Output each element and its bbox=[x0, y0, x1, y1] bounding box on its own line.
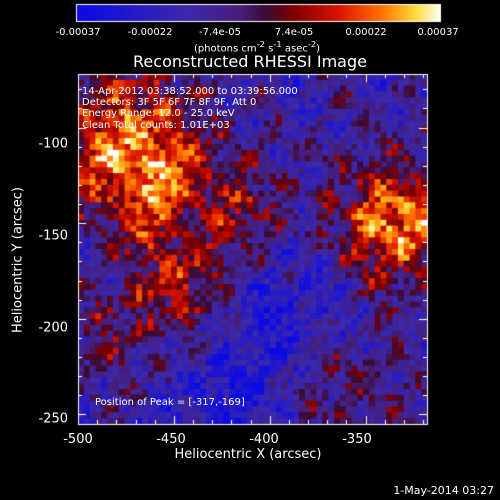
total-counts-label: Clean Total counts: 1.01E+03 bbox=[82, 120, 230, 131]
colorbar-tick-6: 0.00037 bbox=[417, 27, 459, 38]
colorbar-tick-1: -0.00037 bbox=[55, 27, 101, 38]
colorbar-tick-2: -0.00022 bbox=[127, 27, 173, 38]
colorbar-tick-5: 0.00022 bbox=[345, 27, 387, 38]
date-stamp: 1-May-2014 03:27 bbox=[393, 484, 494, 497]
colorbar-units: (photons cm-2 s-1 asec-2) bbox=[193, 39, 321, 55]
x-axis-label: Heliocentric X (arcsec) bbox=[174, 447, 322, 462]
detectors-label: Detectors: 3F 5F 6F 7F 8F 9F, Att 0 bbox=[82, 97, 257, 108]
y-tick-label: -100 bbox=[38, 136, 68, 152]
time-range-label: 14-Apr-2012 03:38:52.000 to 03:39:56.000 bbox=[82, 86, 298, 97]
x-tick-label: -450 bbox=[156, 432, 186, 447]
y-tick-label: -150 bbox=[38, 228, 68, 244]
x-tick-label: -400 bbox=[249, 432, 279, 447]
y-axis-label: Heliocentric Y (arcsec) bbox=[10, 187, 26, 333]
x-tick-label: -500 bbox=[63, 432, 93, 447]
peak-position-label: Position of Peak = [-317,-169] bbox=[95, 397, 245, 408]
x-tick-label: -350 bbox=[342, 432, 372, 447]
colorbar-tick-3: -7.4e-05 bbox=[199, 27, 241, 38]
energy-range-label: Energy Range: 12.0 - 25.0 keV bbox=[82, 108, 235, 119]
y-tick-label: -250 bbox=[38, 411, 68, 427]
plot-title: Reconstructed RHESSI Image bbox=[133, 52, 367, 71]
y-tick-label: -200 bbox=[38, 320, 68, 336]
colorbar-tick-4: 7.4e-05 bbox=[274, 27, 314, 38]
